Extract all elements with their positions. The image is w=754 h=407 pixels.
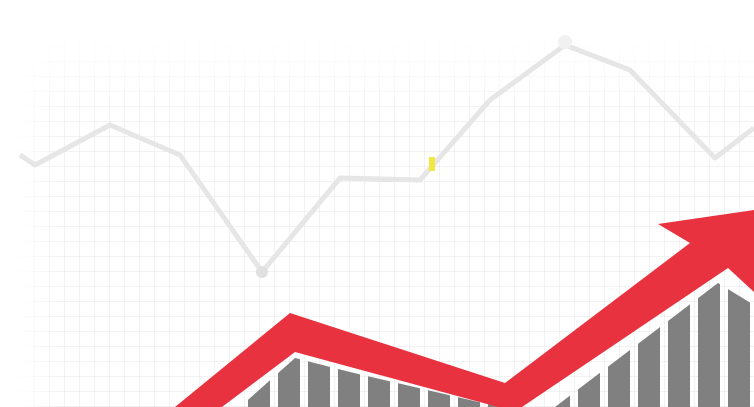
highlight — [429, 157, 435, 171]
red-arrow — [175, 210, 754, 407]
line-point — [256, 266, 268, 278]
line-point — [558, 35, 572, 49]
trend-line — [18, 42, 754, 275]
